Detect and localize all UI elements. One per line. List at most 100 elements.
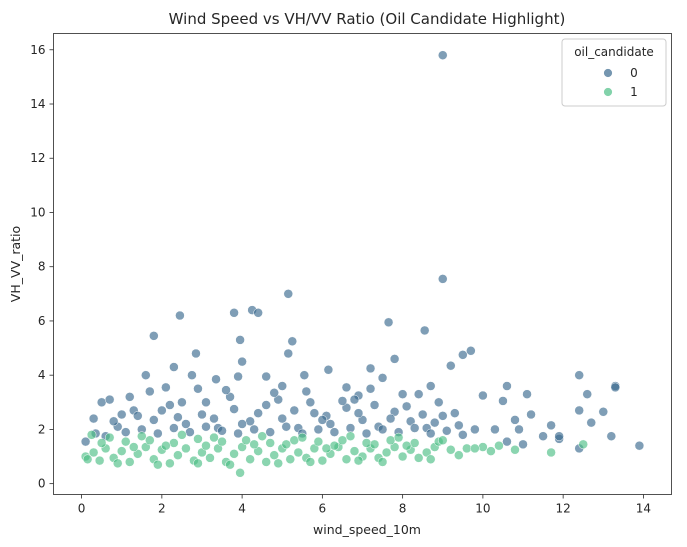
scatter-point-series-1 (462, 443, 472, 454)
scatter-point-series-0 (237, 419, 247, 429)
scatter-point-series-1 (88, 447, 99, 458)
scatter-point-series-0 (161, 382, 171, 393)
scatter-point-series-1 (377, 457, 388, 467)
scatter-point-series-1 (96, 438, 107, 448)
x-tick-label: 12 (556, 502, 571, 516)
scatter-point-series-1 (173, 450, 183, 460)
scatter-point-series-0 (283, 289, 294, 299)
scatter-point-series-0 (169, 423, 179, 433)
scatter-point-series-0 (450, 408, 460, 418)
scatter-point-series-0 (466, 346, 476, 356)
scatter-point-series-0 (261, 371, 271, 382)
scatter-point-series-0 (598, 407, 609, 417)
scatter-point-series-0 (175, 310, 185, 321)
scatter-point-series-1 (104, 432, 115, 443)
scatter-point-series-0 (201, 421, 211, 432)
scatter-point-series-1 (161, 440, 171, 451)
scatter-point-series-0 (401, 401, 412, 412)
scatter-point-series-1 (393, 432, 404, 443)
scatter-point-series-0 (498, 396, 508, 406)
scatter-point-series-1 (494, 440, 504, 451)
scatter-point-series-0 (283, 348, 294, 359)
y-tick-label: 14 (30, 97, 45, 111)
scatter-point-series-1 (293, 447, 304, 458)
scatter-point-series-0 (193, 383, 203, 394)
scatter-point-series-1 (120, 436, 131, 447)
scatter-point-series-1 (305, 457, 316, 467)
scatter-point-series-0 (397, 389, 408, 399)
scatter-point-series-0 (361, 428, 372, 439)
scatter-point-series-0 (329, 427, 340, 437)
scatter-point-series-0 (96, 397, 107, 408)
scatter-point-series-0 (277, 381, 287, 391)
scatter-point-series-0 (317, 415, 328, 425)
scatter-point-series-1 (165, 458, 175, 469)
scatter-point-series-1 (413, 453, 424, 463)
scatter-point-series-0 (345, 423, 356, 433)
scatter-point-series-1 (209, 432, 219, 443)
scatter-point-series-0 (610, 382, 621, 393)
y-tick-label: 12 (30, 151, 45, 165)
scatter-point-series-1 (86, 430, 97, 440)
y-axis-label: VH_VV_ratio (8, 226, 23, 302)
scatter-point-series-1 (94, 455, 105, 466)
y-tick-label: 0 (38, 477, 46, 491)
scatter-point-series-1 (425, 454, 436, 464)
scatter-point-series-0 (217, 426, 227, 436)
y-tick-label: 6 (38, 314, 46, 328)
scatter-point-series-0 (442, 426, 452, 436)
scatter-point-series-0 (385, 413, 396, 424)
scatter-point-series-1 (249, 439, 259, 450)
scatter-point-series-1 (510, 445, 520, 455)
scatter-point-series-1 (137, 431, 147, 441)
scatter-point-series-0 (169, 362, 179, 372)
scatter-point-series-0 (305, 397, 316, 408)
scatter-point-series-1 (124, 457, 135, 467)
chart-title: Wind Speed vs VH/VV Ratio (Oil Candidate… (169, 10, 566, 28)
scatter-point-series-1 (446, 445, 456, 455)
scatter-point-series-0 (233, 428, 243, 439)
scatter-point-series-1 (245, 454, 255, 464)
scatter-point-series-1 (225, 459, 235, 470)
scatter-point-series-0 (261, 400, 271, 410)
scatter-point-series-0 (80, 436, 91, 447)
scatter-point-series-0 (108, 416, 119, 427)
scatter-point-series-0 (377, 373, 388, 383)
scatter-point-series-0 (323, 365, 334, 375)
scatter-point-series-0 (365, 363, 376, 374)
scatter-point-series-0 (502, 436, 512, 447)
scatter-point-series-1 (341, 454, 352, 464)
x-axis-ticks: 0 2 4 6 8 10 12 14 (78, 494, 651, 516)
scatter-point-series-0 (389, 354, 400, 364)
scatter-point-series-1 (349, 446, 360, 456)
scatter-point-series-1 (578, 439, 588, 450)
x-tick-label: 14 (636, 502, 651, 516)
scatter-point-series-0 (574, 405, 584, 416)
scatter-point-series-0 (201, 397, 211, 408)
scatter-point-series-0 (265, 427, 275, 437)
scatter-point-series-0 (116, 409, 127, 420)
scatter-point-series-0 (349, 394, 360, 405)
scatter-point-series-1 (486, 446, 496, 456)
scatter-point-series-0 (429, 417, 440, 428)
scatter-point-series-1 (217, 436, 227, 447)
scatter-point-series-0 (149, 415, 159, 425)
scatter-point-series-0 (458, 430, 468, 440)
scatter-point-series-0 (229, 308, 239, 318)
scatter-point-series-1 (397, 451, 408, 462)
plot-frame (53, 33, 672, 495)
scatter-point-series-0 (353, 408, 364, 418)
scatter-point-series-1 (369, 439, 380, 450)
scatter-point-series-0 (470, 424, 480, 435)
scatter-point-series-1 (193, 434, 203, 444)
scatter-point-series-1 (153, 459, 163, 470)
scatter-point-series-0 (120, 427, 131, 437)
scatter-point-series-0 (634, 440, 645, 451)
scatter-point-series-1 (289, 435, 300, 446)
scatter-point-series-0 (177, 397, 187, 408)
scatter-point-series-0 (502, 381, 512, 391)
points-layer (80, 50, 645, 478)
x-axis-label: wind_speed_10m (313, 522, 421, 537)
scatter-point-series-1 (337, 435, 348, 446)
scatter-point-series-0 (446, 360, 456, 371)
